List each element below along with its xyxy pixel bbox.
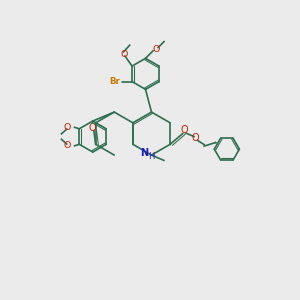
Text: H: H (148, 152, 154, 161)
Text: Br: Br (109, 77, 120, 86)
Text: O: O (152, 45, 160, 54)
Text: O: O (64, 141, 71, 150)
Text: O: O (192, 134, 200, 143)
Text: O: O (181, 125, 188, 135)
Text: O: O (120, 50, 127, 59)
Text: O: O (89, 123, 97, 133)
Text: O: O (64, 123, 71, 132)
Text: N: N (140, 148, 148, 158)
